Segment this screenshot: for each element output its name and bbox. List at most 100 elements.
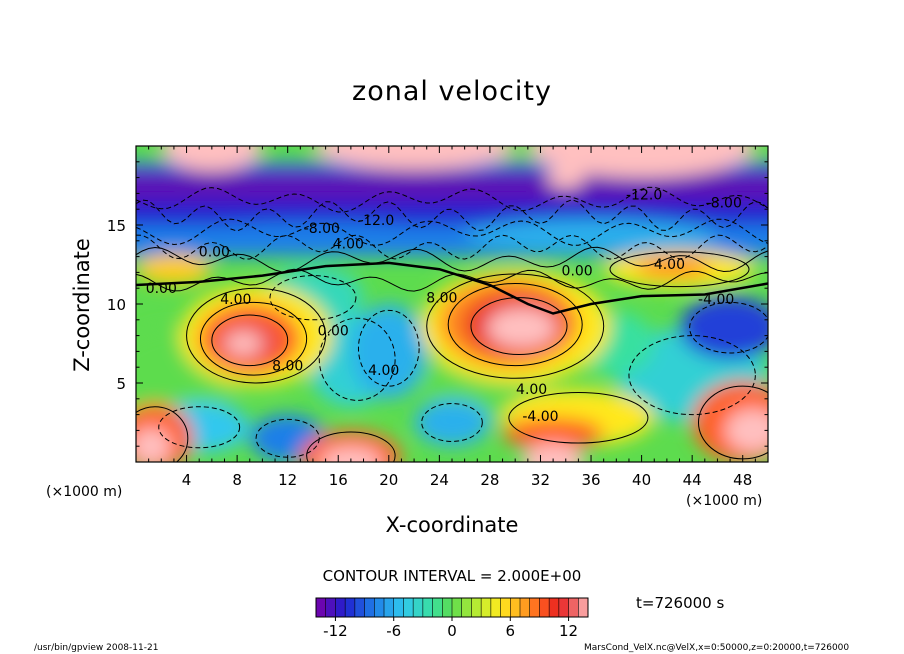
x-tick-label: 44 (683, 471, 702, 489)
field-core (527, 146, 756, 178)
x-tick-label: 4 (182, 471, 192, 489)
y-tick-label: 15 (107, 217, 126, 235)
contour-ring (211, 314, 289, 367)
colorbar-cell (558, 598, 569, 617)
colorbar-cell (432, 598, 443, 617)
contour-label: 8.00 (272, 358, 303, 374)
colorbar-cell (403, 598, 414, 617)
colorbar-cell (442, 598, 453, 617)
chart-title: zonal velocity (352, 76, 552, 107)
colorbar-cell (354, 598, 365, 617)
contour-label: -4.00 (698, 292, 734, 308)
contour-ring (689, 301, 768, 354)
y-axis-label: Z-coordinate (70, 238, 94, 372)
contour-labels: -8.00 -12.0-12.0 -8.004.000.000.004.00 8.00… (146, 188, 742, 425)
plot-area: -8.00 -12.0-12.0 -8.004.000.000.004.00 8.00… (136, 146, 768, 462)
contour-ring (158, 406, 241, 449)
field-core (546, 166, 585, 189)
contour-line (136, 234, 768, 260)
colorbar-cell (384, 598, 395, 617)
contour-label: -12.0 (626, 188, 662, 204)
field-core (414, 398, 490, 447)
contour-line (136, 268, 768, 292)
field-core (502, 417, 604, 450)
colorbar-cell (452, 598, 463, 617)
field-core (161, 221, 465, 251)
x-tick-label: 36 (581, 471, 600, 489)
x-unit-right: (×1000 m) (686, 493, 763, 509)
contour-ring (318, 317, 396, 401)
field-core (486, 307, 557, 349)
colorbar-cell (422, 598, 433, 617)
contour-line (136, 199, 768, 232)
colorbar-cell (510, 598, 521, 617)
contour-label: 4.00 (220, 292, 251, 308)
contour-lines (136, 186, 768, 462)
field-core (319, 446, 383, 462)
field-core (635, 258, 712, 278)
contour-label: 4.00 (333, 237, 364, 253)
footer-program: /usr/bin/gpview 2008-11-21 (34, 643, 159, 653)
field-core (136, 253, 212, 286)
contour-ring (508, 391, 649, 444)
contour-label: 0.00 (562, 264, 593, 280)
colorbar-cell (393, 598, 404, 617)
colorbar-cell (335, 598, 346, 617)
x-tick-label: 24 (430, 471, 449, 489)
field-core (679, 296, 768, 360)
x-tick-label: 48 (733, 471, 752, 489)
colorbar-cell (539, 598, 550, 617)
contour-ring (609, 251, 750, 288)
x-tick-label: 28 (480, 471, 499, 489)
contour-line (136, 218, 768, 246)
contour-ring (357, 309, 420, 387)
contour-label: -4.00 (522, 409, 558, 425)
contour-label: 4.00 (654, 257, 685, 273)
x-tick-label: 16 (329, 471, 348, 489)
field-core (224, 330, 263, 357)
x-tick-label: 8 (232, 471, 242, 489)
contour-label: -8.00 (706, 196, 742, 212)
contour-ring (306, 431, 396, 462)
contour-line (136, 246, 768, 273)
contour-ring (136, 406, 189, 462)
colorbar-cell (471, 598, 482, 617)
x-tick-label: 40 (632, 471, 651, 489)
contour-label: 4.00 (516, 382, 547, 398)
colorbar-tick-label: -6 (386, 622, 401, 640)
colorbar-tick-label: 0 (447, 622, 457, 640)
x-tick-label: 32 (531, 471, 550, 489)
colorbar-cell (500, 598, 511, 617)
footer-source: MarsCond_VelX.nc@VelX,x=0:50000,z=0:2000… (584, 643, 850, 653)
x-axis-label: X-coordinate (385, 513, 519, 537)
colorbar-cell (413, 598, 424, 617)
field-core (312, 146, 516, 170)
colorbar-cell (549, 598, 560, 617)
colorbar-cell (364, 598, 375, 617)
colorbar-tick-label: 12 (559, 622, 578, 640)
contour-ring (470, 297, 568, 356)
contour-label: 8.00 (426, 290, 457, 306)
x-unit-left: (×1000 m) (46, 484, 123, 500)
contour-label: -12.0 (358, 213, 394, 229)
y-tick-label: 5 (116, 375, 126, 393)
colorbar-cell (316, 598, 327, 617)
field-core (464, 218, 718, 251)
contour-label: -8.00 (304, 221, 340, 237)
colorbar-cell (490, 598, 501, 617)
contour-label: 0.00 (146, 281, 177, 297)
contour-line (136, 186, 768, 213)
colorbar-cell (520, 598, 531, 617)
contour-zero-line (136, 261, 768, 315)
colorbar-cell (578, 598, 589, 617)
colorbar: -12 -6 0 6 12 (315, 597, 589, 640)
contour-label: 0.00 (199, 245, 230, 261)
contour-ring (421, 403, 483, 442)
colorbar-cell (374, 598, 385, 617)
contour-interval-label: CONTOUR INTERVAL = 2.000E+00 (322, 567, 582, 585)
colorbar-tick-label: -12 (323, 622, 348, 640)
contour-ring (628, 335, 756, 416)
contour-label: 4.00 (368, 363, 399, 379)
